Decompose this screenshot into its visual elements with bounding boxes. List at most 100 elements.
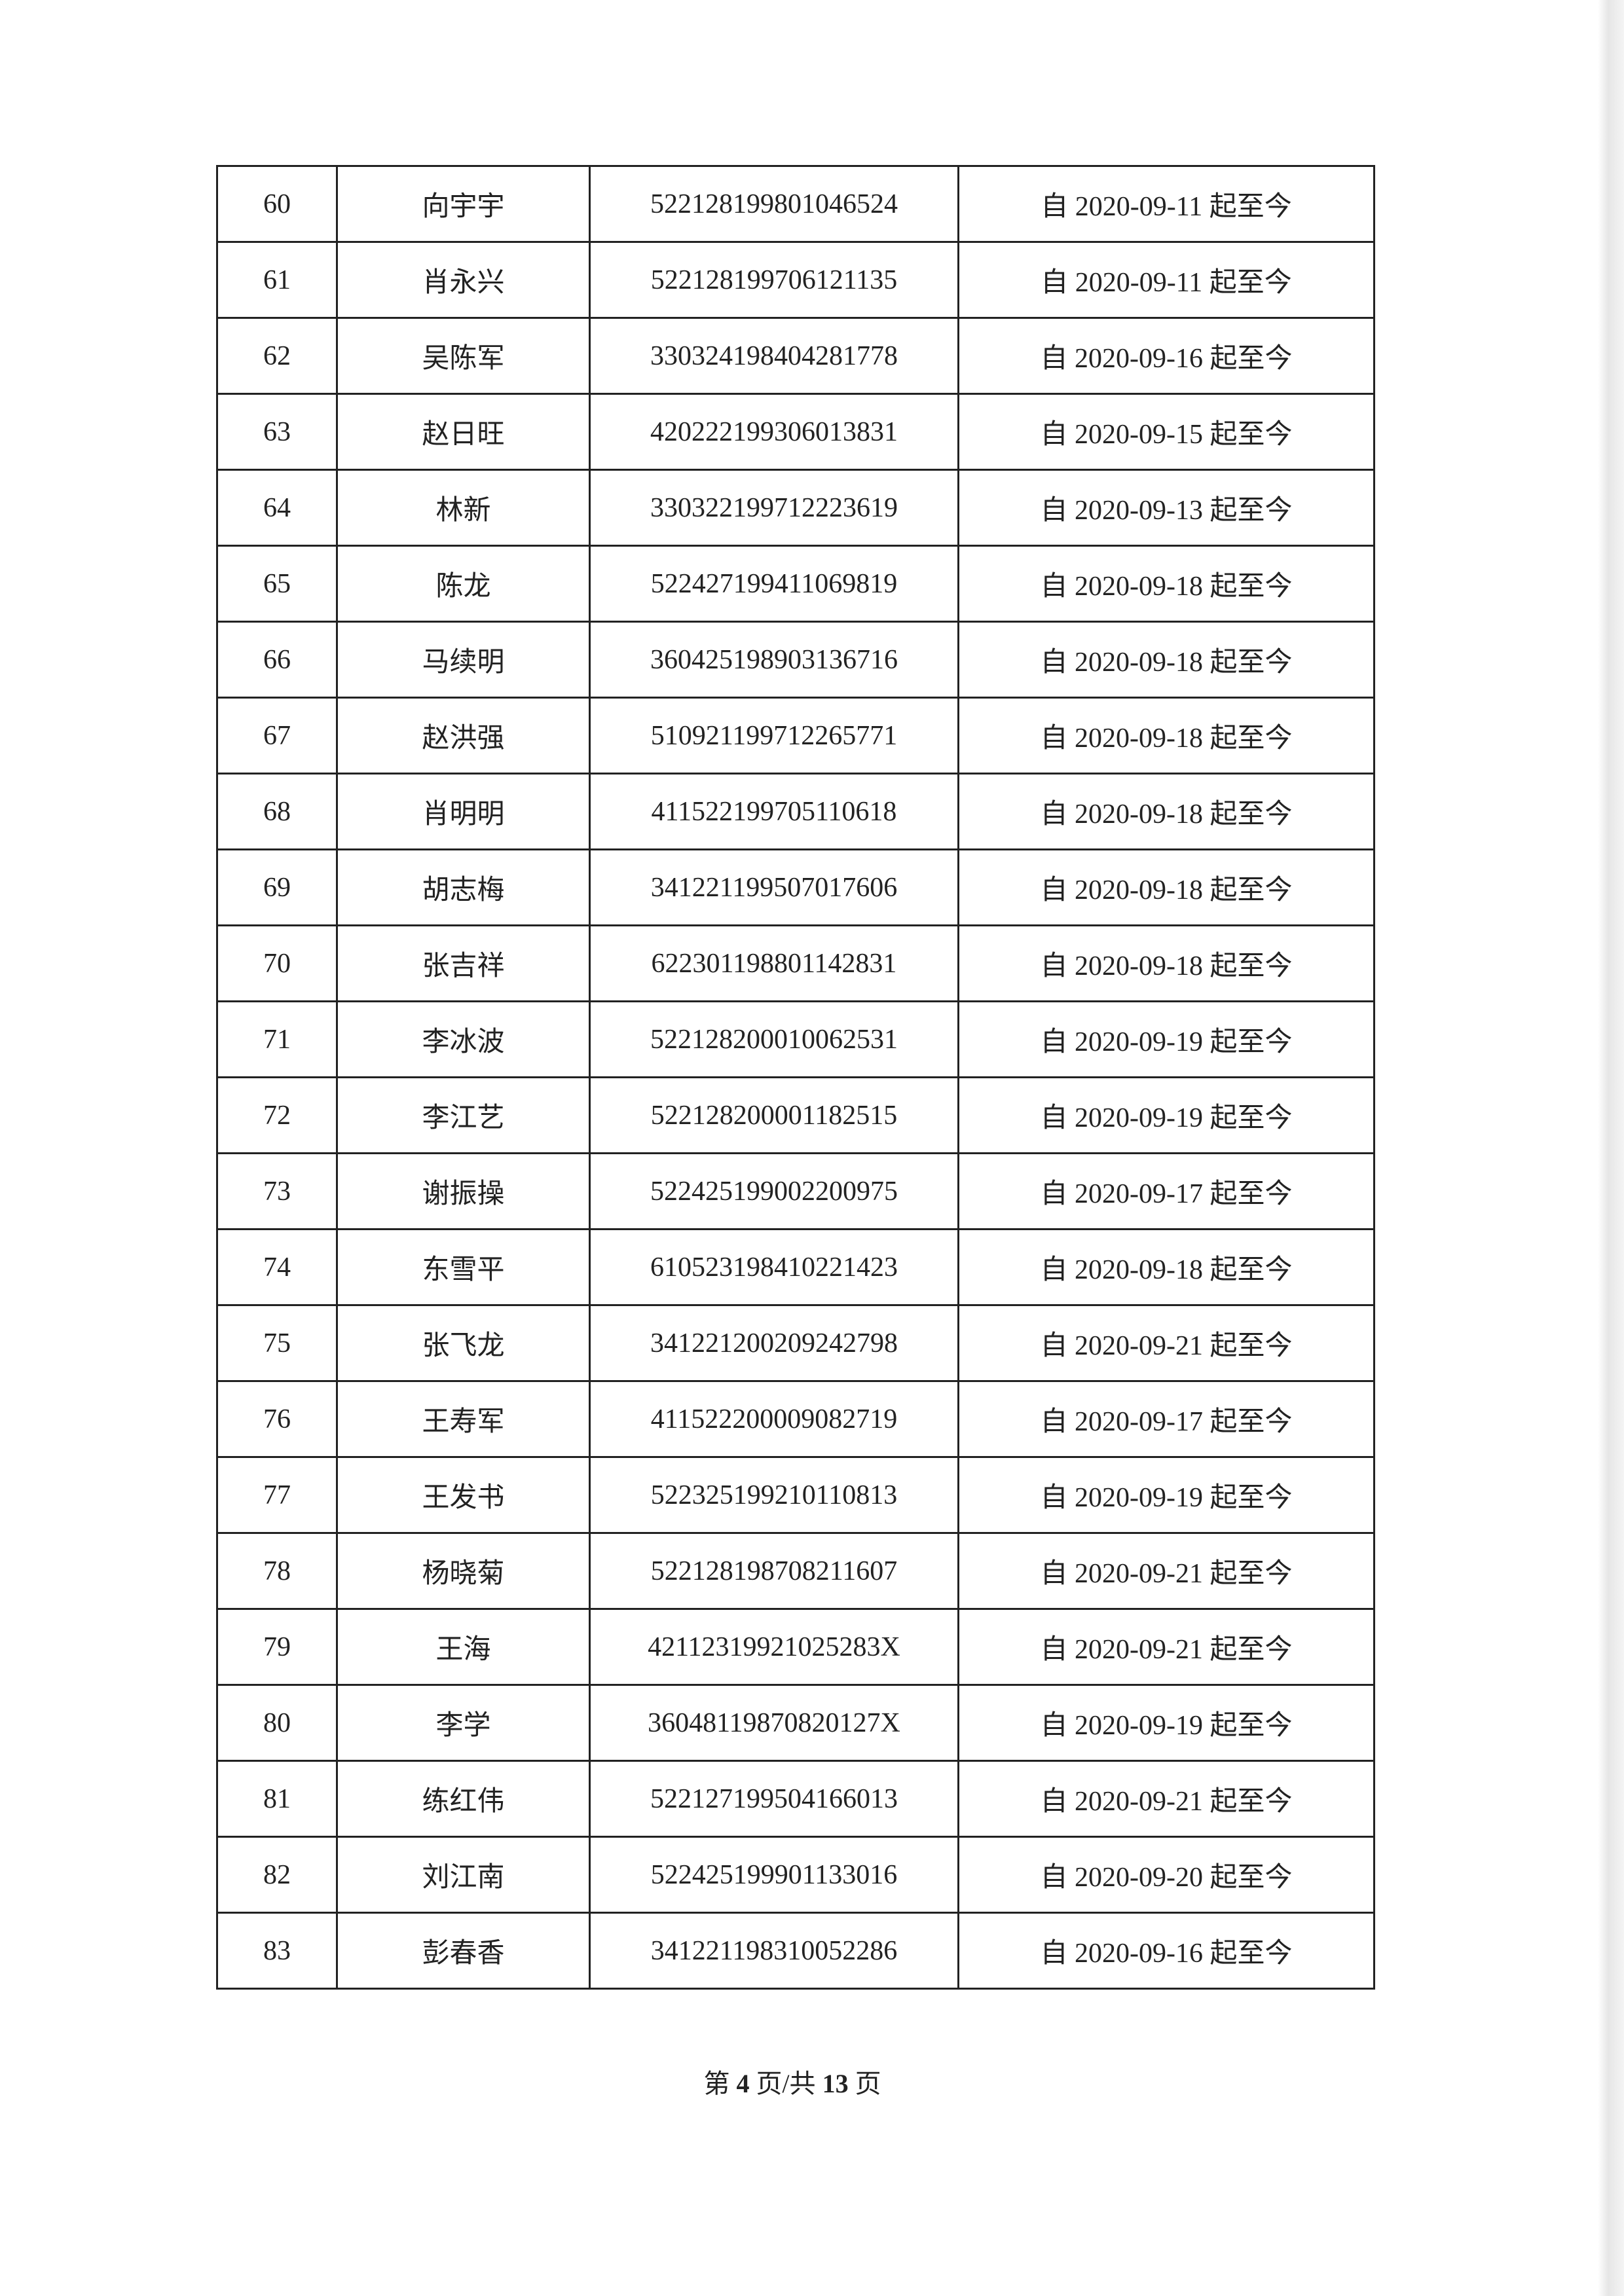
id-number: 42112319921025283X (589, 1608, 959, 1686)
person-name: 向宇宇 (336, 165, 591, 243)
scan-edge-shadow (1598, 0, 1624, 2296)
row-number: 79 (216, 1608, 338, 1686)
id-number: 522127199504166013 (589, 1760, 959, 1838)
period: 自 2020-09-17 起至今 (957, 1380, 1375, 1458)
period: 自 2020-09-18 起至今 (957, 621, 1375, 699)
id-number: 522325199210110813 (589, 1456, 959, 1534)
row-number: 73 (216, 1152, 338, 1230)
person-name: 李学 (336, 1684, 591, 1762)
person-name: 赵洪强 (336, 697, 591, 774)
table-row: 61 肖永兴 522128199706121135 自 2020-09-11 起至今 (216, 241, 1375, 319)
period: 自 2020-09-21 起至今 (957, 1608, 1375, 1686)
period: 自 2020-09-21 起至今 (957, 1304, 1375, 1382)
period: 自 2020-09-18 起至今 (957, 848, 1375, 926)
footer-middle: 页/共 (756, 2069, 816, 2098)
table-row: 68 肖明明 411522199705110618 自 2020-09-18 起至今 (216, 773, 1375, 850)
person-name: 刘江南 (336, 1836, 591, 1914)
period: 自 2020-09-13 起至今 (957, 469, 1375, 547)
footer-suffix: 页 (855, 2069, 881, 2098)
period: 自 2020-09-18 起至今 (957, 924, 1375, 1002)
id-number: 36048119870820127X (589, 1684, 959, 1762)
table-row: 76 王寿军 411522200009082719 自 2020-09-17 起至今 (216, 1380, 1375, 1458)
person-name: 王海 (336, 1608, 591, 1686)
period: 自 2020-09-11 起至今 (957, 241, 1375, 319)
person-name: 李江艺 (336, 1076, 591, 1154)
person-name: 谢振操 (336, 1152, 591, 1230)
table-row: 80 李学 36048119870820127X 自 2020-09-19 起至今 (216, 1684, 1375, 1762)
row-number: 77 (216, 1456, 338, 1534)
period: 自 2020-09-17 起至今 (957, 1152, 1375, 1230)
person-name: 王发书 (336, 1456, 591, 1534)
table-row: 71 李冰波 522128200010062531 自 2020-09-19 起至今 (216, 1000, 1375, 1078)
row-number: 68 (216, 773, 338, 850)
table-row: 81 练红伟 522127199504166013 自 2020-09-21 起至今 (216, 1760, 1375, 1838)
person-name: 吴陈军 (336, 317, 591, 395)
page-footer: 第 4 页/共 13 页 (0, 2062, 1585, 2100)
person-name: 张飞龙 (336, 1304, 591, 1382)
period: 自 2020-09-19 起至今 (957, 1076, 1375, 1154)
id-number: 411522200009082719 (589, 1380, 959, 1458)
period: 自 2020-09-19 起至今 (957, 1456, 1375, 1534)
period: 自 2020-09-18 起至今 (957, 1228, 1375, 1306)
row-number: 81 (216, 1760, 338, 1838)
id-number: 522427199411069819 (589, 545, 959, 623)
table-row: 64 林新 330322199712223619 自 2020-09-13 起至今 (216, 469, 1375, 547)
id-number: 610523198410221423 (589, 1228, 959, 1306)
period: 自 2020-09-18 起至今 (957, 545, 1375, 623)
id-number: 522128198708211607 (589, 1532, 959, 1610)
person-name: 陈龙 (336, 545, 591, 623)
row-number: 62 (216, 317, 338, 395)
id-number: 420222199306013831 (589, 393, 959, 471)
id-number: 522425199002200975 (589, 1152, 959, 1230)
id-number: 341221198310052286 (589, 1912, 959, 1990)
row-number: 74 (216, 1228, 338, 1306)
person-name: 东雪平 (336, 1228, 591, 1306)
row-number: 80 (216, 1684, 338, 1762)
id-number: 341221199507017606 (589, 848, 959, 926)
table-row: 78 杨晓菊 522128198708211607 自 2020-09-21 起至今 (216, 1532, 1375, 1610)
table-row: 77 王发书 522325199210110813 自 2020-09-19 起至今 (216, 1456, 1375, 1534)
row-number: 66 (216, 621, 338, 699)
period: 自 2020-09-19 起至今 (957, 1684, 1375, 1762)
period: 自 2020-09-16 起至今 (957, 317, 1375, 395)
id-number: 522128199801046524 (589, 165, 959, 243)
row-number: 67 (216, 697, 338, 774)
period: 自 2020-09-18 起至今 (957, 773, 1375, 850)
row-number: 63 (216, 393, 338, 471)
id-number: 330322199712223619 (589, 469, 959, 547)
person-name: 王寿军 (336, 1380, 591, 1458)
period: 自 2020-09-15 起至今 (957, 393, 1375, 471)
table-row: 72 李江艺 522128200001182515 自 2020-09-19 起至今 (216, 1076, 1375, 1154)
table-row: 83 彭春香 341221198310052286 自 2020-09-16 起至今 (216, 1912, 1375, 1990)
table-row: 70 张吉祥 622301198801142831 自 2020-09-18 起至今 (216, 924, 1375, 1002)
row-number: 82 (216, 1836, 338, 1914)
table-row: 66 马续明 360425198903136716 自 2020-09-18 起至今 (216, 621, 1375, 699)
id-number: 510921199712265771 (589, 697, 959, 774)
person-name: 胡志梅 (336, 848, 591, 926)
period: 自 2020-09-16 起至今 (957, 1912, 1375, 1990)
person-name: 肖明明 (336, 773, 591, 850)
footer-prefix: 第 (703, 2069, 730, 2098)
person-name: 林新 (336, 469, 591, 547)
id-number: 522128200001182515 (589, 1076, 959, 1154)
person-name: 杨晓菊 (336, 1532, 591, 1610)
period: 自 2020-09-11 起至今 (957, 165, 1375, 243)
table-row: 75 张飞龙 341221200209242798 自 2020-09-21 起至今 (216, 1304, 1375, 1382)
row-number: 64 (216, 469, 338, 547)
table-row: 62 吴陈军 330324198404281778 自 2020-09-16 起至今 (216, 317, 1375, 395)
row-number: 78 (216, 1532, 338, 1610)
row-number: 70 (216, 924, 338, 1002)
person-name: 练红伟 (336, 1760, 591, 1838)
id-number: 522425199901133016 (589, 1836, 959, 1914)
period: 自 2020-09-20 起至今 (957, 1836, 1375, 1914)
id-number: 522128200010062531 (589, 1000, 959, 1078)
row-number: 83 (216, 1912, 338, 1990)
row-number: 65 (216, 545, 338, 623)
id-number: 360425198903136716 (589, 621, 959, 699)
personnel-table: 60 向宇宇 522128199801046524 自 2020-09-11 起至今 6… (216, 165, 1375, 1990)
period: 自 2020-09-21 起至今 (957, 1760, 1375, 1838)
person-name: 李冰波 (336, 1000, 591, 1078)
id-number: 622301198801142831 (589, 924, 959, 1002)
table-row: 73 谢振操 522425199002200975 自 2020-09-17 起至今 (216, 1152, 1375, 1230)
table-row: 60 向宇宇 522128199801046524 自 2020-09-11 起至今 (216, 165, 1375, 243)
